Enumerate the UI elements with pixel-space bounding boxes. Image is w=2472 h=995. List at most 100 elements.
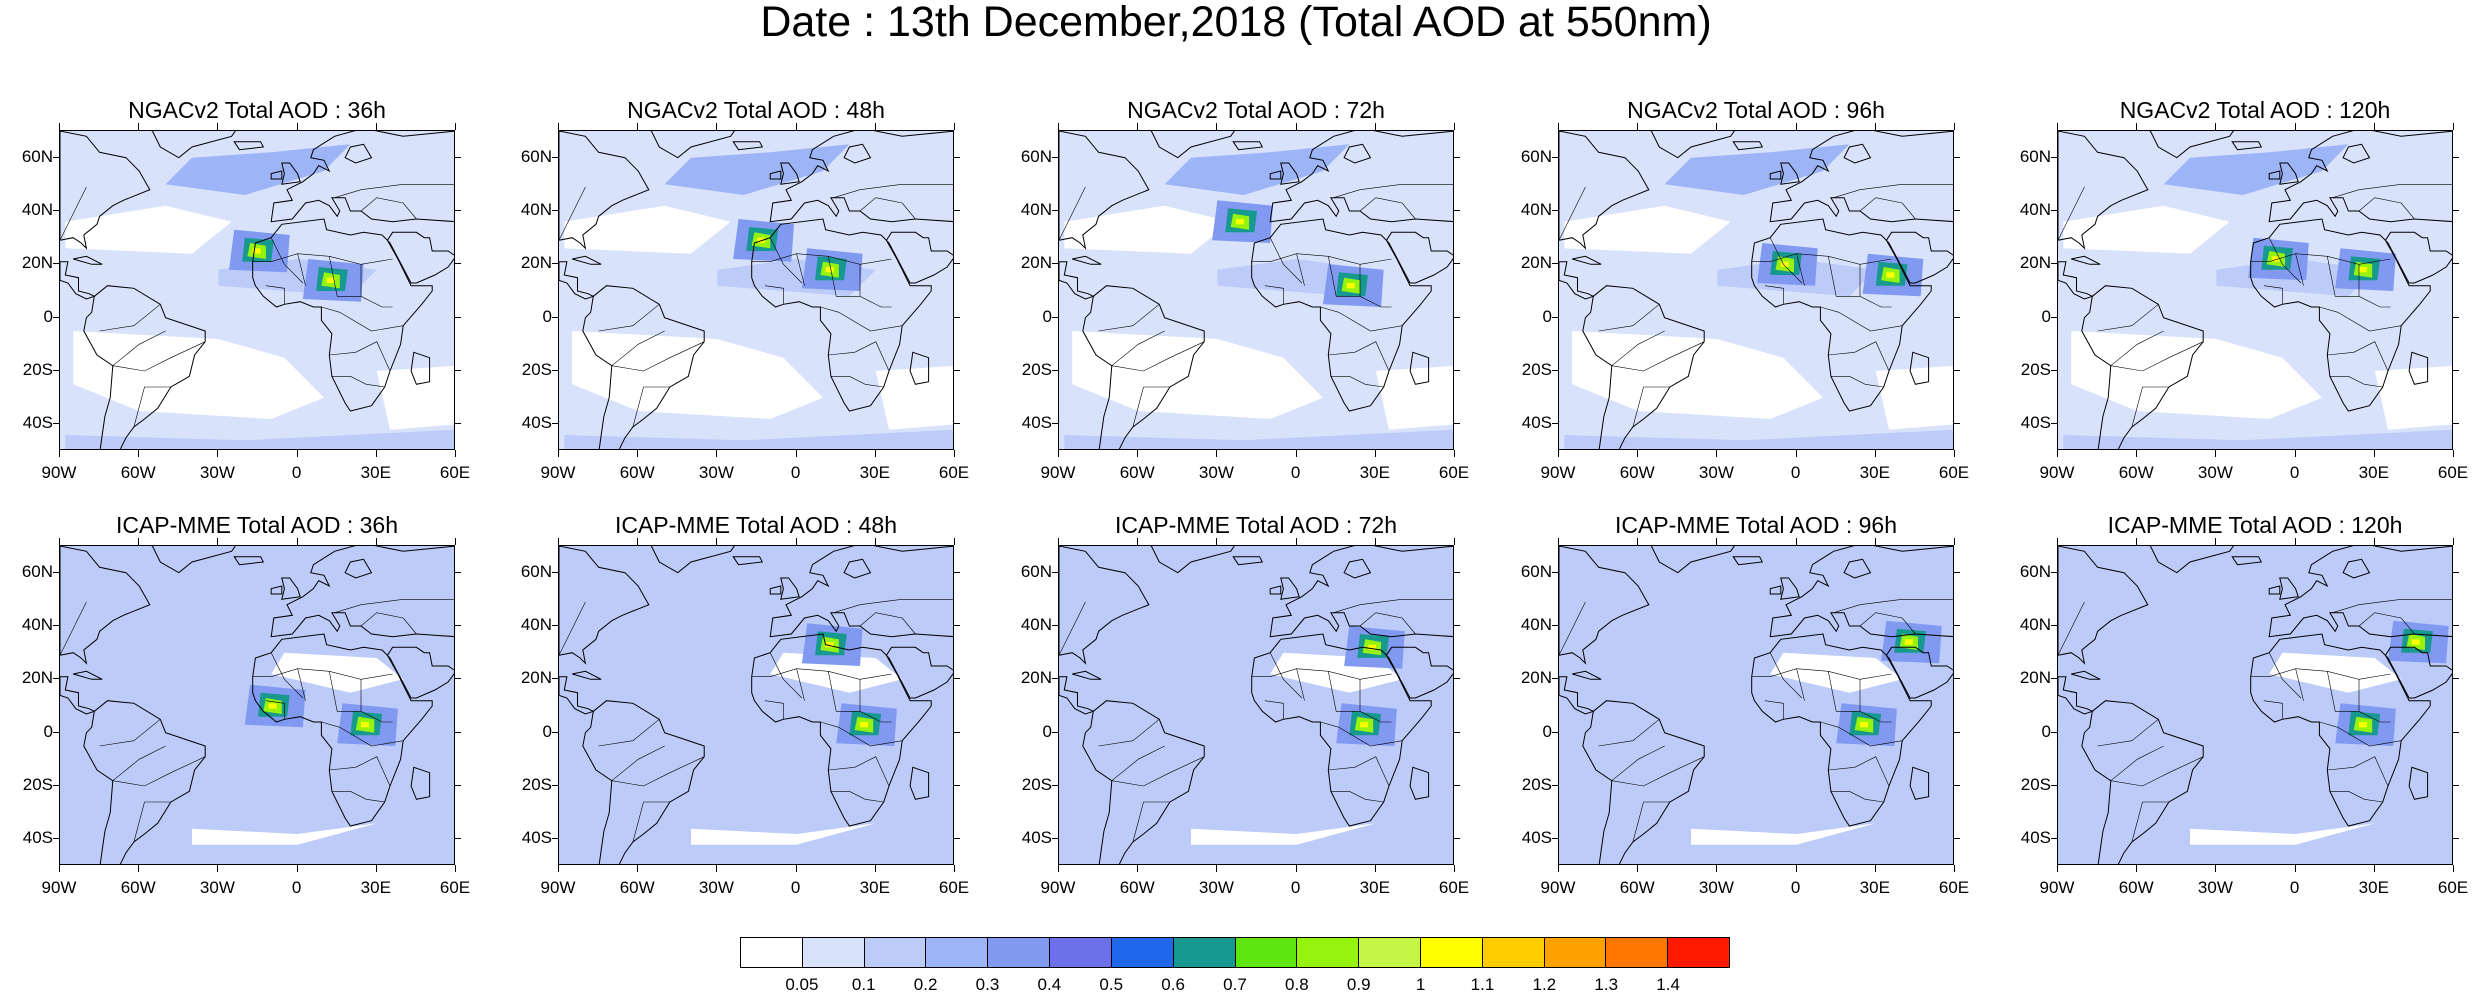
aod-map bbox=[2057, 545, 2453, 865]
lat-tick-mark bbox=[552, 156, 558, 158]
lat-tick-mark bbox=[1552, 785, 1558, 786]
lon-tick-mark bbox=[2215, 123, 2217, 130]
lat-tick-mark bbox=[2051, 423, 2057, 425]
lat-tick-mark bbox=[1454, 370, 1460, 371]
panel-title: ICAP-MME Total AOD : 72h bbox=[1114, 512, 1398, 538]
lon-tick-mark bbox=[1216, 538, 1218, 545]
lat-tick-mark bbox=[53, 785, 59, 786]
map-panel: NGACv2 Total AOD : 120h 60N 40N 20N 0 20S 40S 9… bbox=[2020, 97, 2468, 482]
lon-tick-mark bbox=[2453, 450, 2454, 457]
lon-tick-label: 0 bbox=[291, 878, 302, 897]
lon-tick-label: 30W bbox=[1698, 878, 1734, 897]
lon-tick-mark bbox=[1374, 450, 1376, 457]
lat-tick-mark bbox=[552, 625, 558, 626]
lon-tick-mark bbox=[1874, 865, 1876, 872]
lat-tick-label: 20S bbox=[521, 775, 552, 794]
lat-tick-mark bbox=[455, 263, 461, 265]
lon-tick-mark bbox=[2373, 865, 2375, 872]
lon-tick-mark bbox=[954, 538, 955, 545]
lat-tick-label: 60N bbox=[1520, 146, 1552, 166]
lat-tick-mark bbox=[455, 731, 461, 733]
lon-tick-mark bbox=[795, 865, 797, 872]
lat-tick-label: 0 bbox=[43, 306, 53, 326]
lon-tick-label: 30W bbox=[199, 463, 235, 482]
lon-tick-label: 60E bbox=[1438, 463, 1470, 482]
lat-tick-label: 40N bbox=[520, 200, 552, 219]
lat-tick-mark bbox=[1454, 731, 1460, 733]
lat-tick-mark bbox=[1454, 423, 1460, 425]
lat-tick-label: 0 bbox=[1042, 721, 1052, 741]
lat-tick-label: 0 bbox=[2041, 306, 2051, 326]
lon-tick-label: 30E bbox=[1859, 878, 1890, 897]
lon-tick-label: 60E bbox=[938, 878, 970, 897]
lon-tick-mark bbox=[1954, 123, 1955, 130]
lat-tick-mark bbox=[2051, 731, 2057, 733]
lat-tick-mark bbox=[1954, 316, 1960, 318]
lon-tick-mark bbox=[1637, 538, 1639, 545]
lat-tick-label: 40N bbox=[1520, 200, 1552, 219]
map-panel: ICAP-MME Total AOD : 36h 60N 40N 20N 0 20S 40S… bbox=[22, 512, 470, 897]
lat-tick-mark bbox=[1552, 263, 1558, 265]
lon-tick-mark bbox=[138, 123, 140, 130]
lon-tick-label: 60W bbox=[619, 878, 655, 897]
lat-tick-label: 20N bbox=[520, 668, 552, 688]
lat-tick-mark bbox=[954, 316, 960, 318]
lat-tick-mark bbox=[455, 678, 461, 680]
lon-tick-mark bbox=[1137, 123, 1139, 130]
lat-tick-label: 40N bbox=[21, 200, 53, 219]
lat-tick-label: 40S bbox=[1521, 413, 1552, 433]
lon-tick-mark bbox=[1716, 123, 1718, 130]
lon-tick-label: 30W bbox=[698, 463, 734, 482]
lon-tick-mark bbox=[2373, 450, 2375, 457]
lon-tick-mark bbox=[558, 538, 559, 545]
lat-tick-label: 20N bbox=[2019, 668, 2051, 688]
lon-tick-label: 60W bbox=[120, 463, 156, 482]
lat-tick-mark bbox=[552, 571, 558, 573]
colorbar-swatch bbox=[926, 938, 989, 967]
lon-tick-label: 60E bbox=[938, 463, 970, 482]
lat-tick-label: 60N bbox=[520, 146, 552, 166]
lat-tick-mark bbox=[1052, 263, 1058, 265]
colorbar-swatch bbox=[1482, 938, 1545, 967]
lat-tick-label: 20N bbox=[1020, 253, 1052, 273]
lon-tick-mark bbox=[1795, 450, 1797, 457]
lat-tick-mark bbox=[53, 263, 59, 265]
lat-tick-label: 0 bbox=[542, 721, 552, 741]
lat-tick-label: 20S bbox=[521, 360, 552, 379]
lon-tick-mark bbox=[375, 123, 377, 130]
lat-tick-mark bbox=[1954, 156, 1960, 158]
lon-tick-mark bbox=[1558, 450, 1559, 457]
lon-tick-label: 30E bbox=[859, 878, 890, 897]
lat-tick-label: 40N bbox=[520, 615, 552, 634]
lat-tick-label: 20S bbox=[22, 360, 53, 379]
lat-tick-mark bbox=[455, 838, 461, 840]
lon-tick-label: 30W bbox=[2197, 878, 2233, 897]
lon-tick-mark bbox=[1954, 865, 1955, 872]
lon-tick-mark bbox=[2294, 123, 2296, 130]
lon-tick-mark bbox=[1295, 123, 1297, 130]
lat-tick-mark bbox=[2051, 316, 2057, 318]
lon-tick-mark bbox=[2136, 450, 2138, 457]
lat-tick-label: 0 bbox=[43, 721, 53, 741]
colorbar bbox=[740, 937, 1730, 968]
lat-tick-mark bbox=[1454, 316, 1460, 318]
lon-tick-mark bbox=[716, 538, 718, 545]
lat-tick-mark bbox=[1552, 423, 1558, 425]
lat-tick-mark bbox=[1454, 156, 1460, 158]
aod-map bbox=[2057, 130, 2453, 450]
colorbar-swatch bbox=[1235, 938, 1298, 967]
colorbar-swatch bbox=[1606, 938, 1669, 967]
lat-tick-mark bbox=[954, 571, 960, 573]
lat-tick-mark bbox=[1454, 678, 1460, 680]
aod-map bbox=[1558, 545, 1954, 865]
lat-tick-mark bbox=[2051, 625, 2057, 626]
panel-title: ICAP-MME Total AOD : 36h bbox=[115, 512, 399, 538]
lon-tick-label: 60E bbox=[1938, 878, 1970, 897]
map-panel: NGACv2 Total AOD : 72h 60N 40N 20N 0 20S 40S 90… bbox=[1021, 97, 1469, 482]
lat-tick-mark bbox=[1454, 785, 1460, 786]
lon-tick-mark bbox=[217, 123, 219, 130]
lon-tick-mark bbox=[2373, 123, 2375, 130]
lon-tick-mark bbox=[1874, 123, 1876, 130]
lat-tick-label: 0 bbox=[1542, 721, 1552, 741]
lon-tick-mark bbox=[2215, 538, 2217, 545]
